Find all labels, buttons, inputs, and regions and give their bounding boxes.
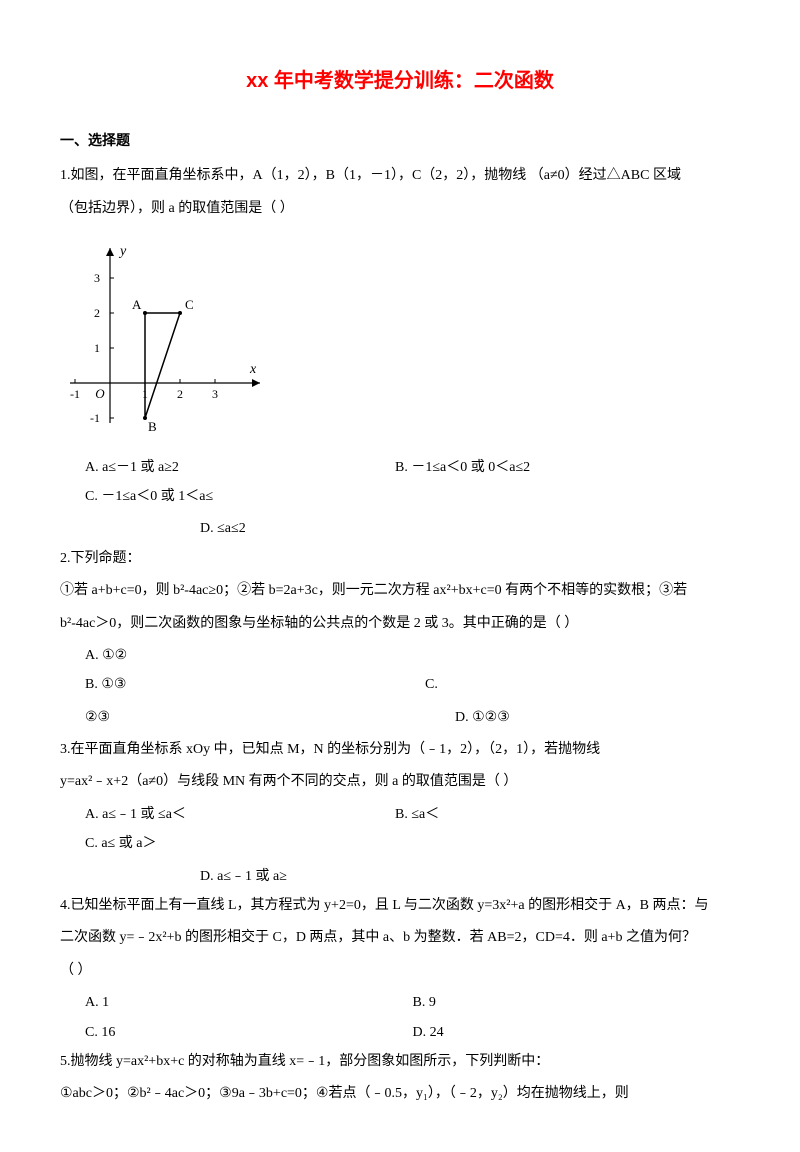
q4-opt-c: C. 16 <box>85 1018 413 1047</box>
q2-opt-a: A. ①② <box>85 641 385 670</box>
q2-options-ab: A. ①② B. ①③ C. <box>60 641 740 700</box>
q3-opt-b: B. ≤a＜ <box>395 800 585 829</box>
q4-opt-d: D. 24 <box>413 1018 741 1047</box>
q3-options: A. a≤﹣1 或 ≤a＜ B. ≤a＜ C. a≤ 或 a＞ <box>60 800 740 859</box>
svg-text:B: B <box>148 419 157 433</box>
svg-text:3: 3 <box>212 387 218 401</box>
svg-text:O: O <box>95 386 105 401</box>
svg-text:2: 2 <box>177 387 183 401</box>
q1-line1: 1.如图，在平面直角坐标系中，A（1，2），B（1，－1），C（2，2），抛物线… <box>60 161 740 190</box>
q2-head: 2.下列命题： <box>60 544 740 573</box>
svg-text:2: 2 <box>94 306 100 320</box>
q2-opt-c2: ②③ <box>85 703 385 732</box>
q5-line1: 5.抛物线 y=ax²+bx+c 的对称轴为直线 x=﹣1，部分图象如图所示，下… <box>60 1047 740 1076</box>
svg-text:x: x <box>249 362 257 377</box>
q3-line2: y=ax²﹣x+2（a≠0）与线段 MN 有两个不同的交点，则 a 的取值范围是… <box>60 767 740 796</box>
q1-opt-d: D. ≤a≤2 <box>60 514 740 543</box>
svg-text:3: 3 <box>94 271 100 285</box>
q1-opt-a: A. a≤－1 或 a≥2 <box>85 453 325 482</box>
q1-graph: -1 1 2 3 -1 1 2 3 O x y A B C <box>60 233 740 444</box>
q1-line2: （包括边界），则 a 的取值范围是（ ） <box>60 194 740 223</box>
q1-opt-b: B. －1≤a＜0 或 0＜a≤2 <box>395 453 635 482</box>
q4-line2: 二次函数 y=﹣2x²+b 的图形相交于 C，D 两点，其中 a、b 为整数．若… <box>60 923 740 952</box>
q2-opt-c: C. <box>425 670 438 699</box>
q4-opt-a: A. 1 <box>85 988 413 1017</box>
q1-opt-c: C. －1≤a＜0 或 1＜a≤ <box>85 482 213 511</box>
q2-opt-b: B. ①③ <box>85 670 355 699</box>
q4-line1: 4.已知坐标平面上有一直线 L，其方程式为 y+2=0，且 L 与二次函数 y=… <box>60 891 740 920</box>
q2-options-cd: ②③ D. ①②③ <box>60 703 740 732</box>
q2-opt-d: D. ①②③ <box>455 703 510 732</box>
q4-opt-b: B. 9 <box>413 988 741 1017</box>
q2-line1: ①若 a+b+c=0，则 b²-4ac≥0；②若 b=2a+3c，则一元二次方程… <box>60 576 740 605</box>
svg-text:-1: -1 <box>90 411 100 425</box>
q4-options-ab: A. 1 B. 9 <box>60 988 740 1017</box>
svg-text:A: A <box>132 297 142 312</box>
q3-opt-a: A. a≤﹣1 或 ≤a＜ <box>85 800 325 829</box>
section-heading-1: 一、选择题 <box>60 127 740 156</box>
q3-opt-c: C. a≤ 或 a＞ <box>85 829 156 858</box>
q3-opt-d: D. a≤﹣1 或 a≥ <box>60 862 740 891</box>
q3-line1: 3.在平面直角坐标系 xOy 中，已知点 M，N 的坐标分别为（﹣1，2），（2… <box>60 735 740 764</box>
svg-text:C: C <box>185 297 194 312</box>
q1-options: A. a≤－1 或 a≥2 B. －1≤a＜0 或 0＜a≤2 C. －1≤a＜… <box>60 453 740 512</box>
svg-text:y: y <box>118 244 127 259</box>
svg-text:1: 1 <box>94 341 100 355</box>
q4-options-cd: C. 16 D. 24 <box>60 1018 740 1047</box>
q4-line3: （ ） <box>60 956 740 985</box>
svg-text:-1: -1 <box>70 387 80 401</box>
q2-line2: b²-4ac＞0，则二次函数的图象与坐标轴的公共点的个数是 2 或 3。其中正确… <box>60 609 740 638</box>
q5-line2: ①abc＞0；②b²﹣4ac＞0；③9a﹣3b+c=0；④若点（﹣0.5，y₁）… <box>60 1079 740 1108</box>
page-title: xx 年中考数学提分训练：二次函数 <box>60 60 740 102</box>
